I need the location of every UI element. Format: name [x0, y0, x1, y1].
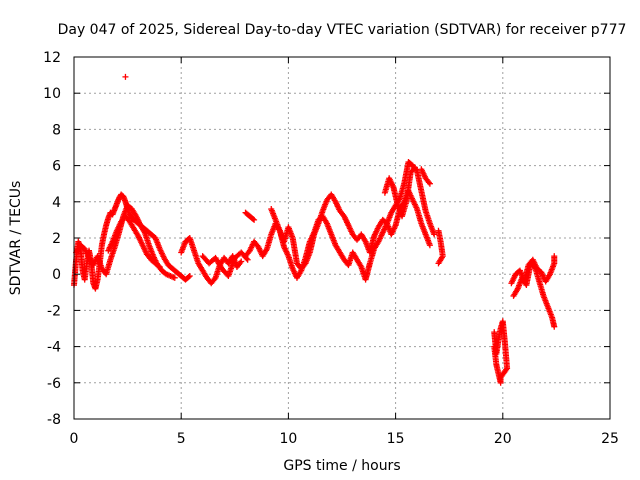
- data-point: [551, 323, 558, 330]
- data-points: [71, 73, 558, 386]
- y-tick-labels: -8 -6 -4 -2 0 2 4 6 8 10 12: [43, 50, 61, 428]
- data-point: [185, 273, 192, 280]
- data-point: [171, 274, 178, 281]
- data-point: [244, 256, 251, 263]
- data-point: [122, 73, 129, 80]
- y-tick-label: -6: [47, 376, 61, 392]
- data-point: [250, 215, 257, 222]
- chart-title: Day 047 of 2025, Sidereal Day-to-day VTE…: [58, 22, 627, 38]
- y-tick-label: 4: [52, 195, 61, 211]
- x-tick-labels: 0 5 10 15 20 25: [70, 431, 619, 447]
- x-tick-label: 20: [494, 431, 512, 447]
- x-tick-label: 5: [177, 431, 186, 447]
- data-point: [251, 216, 258, 223]
- data-point: [186, 273, 193, 280]
- y-tick-label: -2: [47, 303, 61, 319]
- y-axis-label: SDTVAR / TECUs: [8, 181, 24, 296]
- data-point: [426, 242, 433, 249]
- data-point: [491, 343, 498, 350]
- data-point: [551, 253, 558, 260]
- data-point: [238, 258, 245, 265]
- y-tick-label: 10: [43, 86, 61, 102]
- data-point: [411, 164, 418, 171]
- y-tick-label: 2: [52, 231, 61, 247]
- x-tick-label: 10: [279, 431, 297, 447]
- x-axis-label: GPS time / hours: [283, 458, 400, 474]
- x-tick-label: 15: [387, 431, 405, 447]
- y-tick-label: 12: [43, 50, 61, 66]
- axis-ticks: [73, 56, 611, 420]
- data-point: [435, 260, 442, 267]
- y-tick-label: -4: [47, 340, 61, 356]
- x-tick-label: 0: [70, 431, 79, 447]
- y-tick-label: 0: [52, 267, 61, 283]
- y-tick-label: -8: [47, 412, 61, 428]
- y-tick-label: 6: [52, 159, 61, 175]
- data-point: [426, 180, 433, 187]
- x-tick-label: 25: [601, 431, 619, 447]
- data-point: [156, 263, 163, 270]
- data-point: [155, 263, 162, 270]
- y-tick-label: 8: [52, 122, 61, 138]
